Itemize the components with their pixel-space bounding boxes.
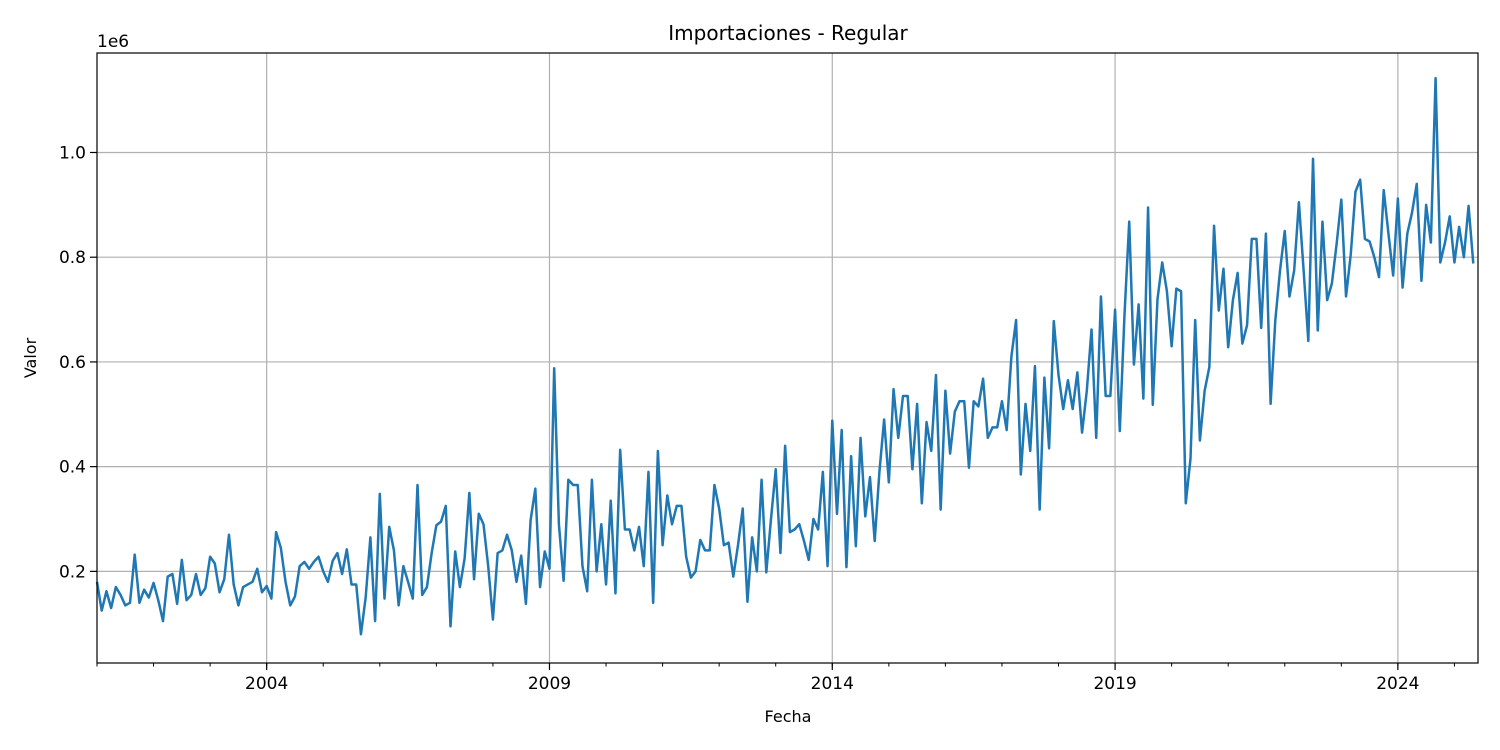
y-tick-label: 0.8 (59, 248, 86, 268)
y-tick-label: 0.6 (59, 353, 86, 373)
x-axis-label: Fecha (765, 707, 812, 726)
y-tick-label: 0.4 (59, 458, 86, 478)
y-offset-label: 1e6 (97, 32, 129, 52)
y-axis-label: Valor (21, 337, 40, 378)
x-axis-ticks: 2004 2009 2014 2019 2024 (96, 663, 1455, 694)
y-tick-label: 1.0 (59, 143, 86, 163)
series-line (95, 76, 1475, 636)
chart-title: Importaciones - Regular (668, 21, 908, 45)
x-tick-label: 2014 (811, 674, 854, 694)
x-tick-label: 2004 (245, 674, 288, 694)
plot-frame (96, 52, 1479, 664)
x-tick-label: 2024 (1376, 674, 1419, 694)
x-tick-label: 2019 (1093, 674, 1136, 694)
y-axis-ticks: 0.2 0.4 0.6 0.8 1.0 (59, 143, 97, 582)
x-tick-label: 2009 (528, 674, 571, 694)
y-tick-label: 0.2 (59, 562, 86, 582)
